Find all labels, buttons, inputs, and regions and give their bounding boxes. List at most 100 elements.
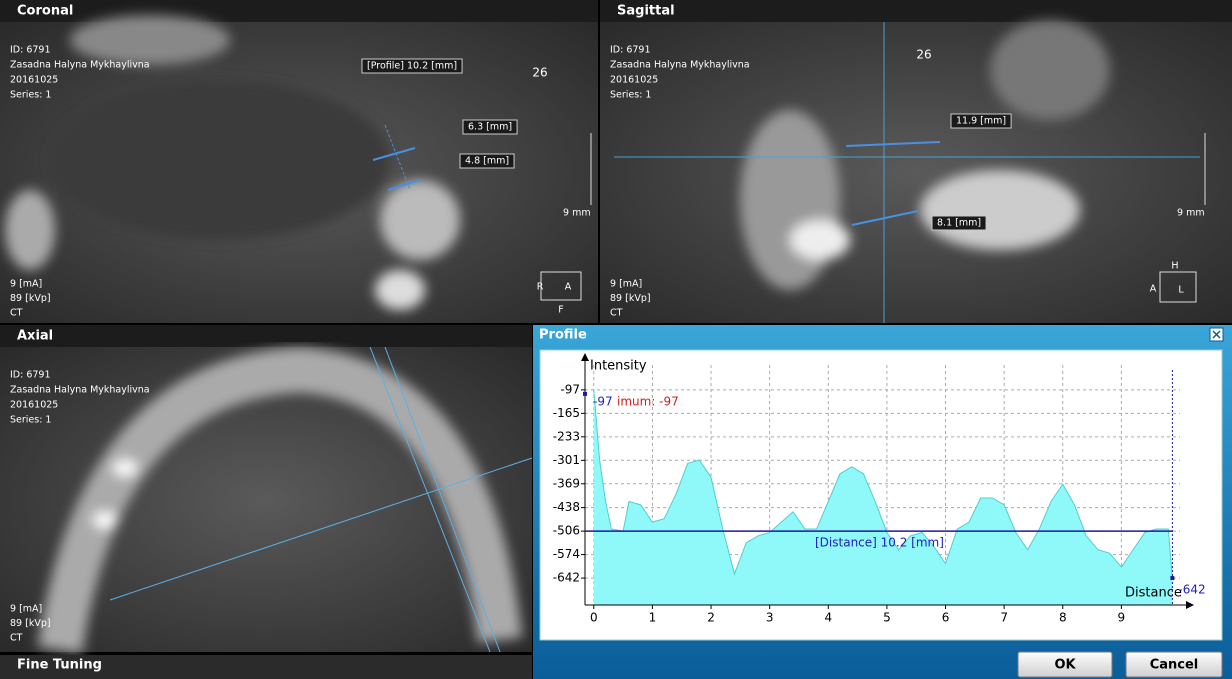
scan-param: 9 [mA]: [610, 279, 642, 290]
dialog-title: Profile: [539, 328, 587, 343]
crosshair: [384, 346, 501, 653]
slice-number: 26: [532, 66, 547, 80]
y-tick-label: -369: [553, 476, 580, 490]
anatomy: [5, 15, 460, 310]
anatomy: [740, 20, 1110, 290]
measurement-box: [931, 215, 987, 231]
patient-info: Series: 1: [610, 90, 651, 101]
scan-param: 9 [mA]: [10, 604, 42, 615]
orientation-cube: [1159, 271, 1197, 303]
scan-param: 89 [kVp]: [610, 293, 651, 304]
ct-image: [600, 22, 1232, 323]
profile-line: [593, 389, 1173, 579]
y-tick-label: -642: [553, 571, 580, 585]
close-icon: [1212, 330, 1221, 339]
view-title: Sagittal: [617, 4, 675, 19]
button-label: OK: [1054, 658, 1076, 673]
view-title: Coronal: [17, 4, 73, 19]
measure-line: [387, 179, 421, 191]
x-tick-label: 2: [707, 611, 715, 625]
y-tick-label: -97: [560, 382, 580, 396]
patient-info: ID: 6791: [10, 370, 51, 381]
patient-info: ID: 6791: [610, 45, 651, 56]
scale-label: 9 mm: [563, 208, 591, 219]
patient-info: Zasadna Halyna Mykhaylivna: [10, 60, 150, 71]
max-marker: [583, 391, 587, 396]
measurement-label: 6.3 [mm]: [468, 122, 512, 133]
patient-info: 20161025: [610, 75, 658, 86]
orientation-label: H: [1171, 261, 1178, 272]
measurement-box: [459, 153, 515, 169]
measurement-box: [462, 119, 518, 135]
y-tick-label: -233: [553, 429, 580, 443]
orientation-label: F: [558, 305, 563, 316]
profile-area: [593, 389, 1173, 605]
orientation-label: A: [1150, 284, 1157, 295]
scan-param: CT: [10, 633, 23, 644]
measure-line: [845, 141, 941, 147]
ok-button[interactable]: [1017, 651, 1113, 678]
patient-info: 20161025: [10, 400, 58, 411]
orientation-label: A: [565, 282, 572, 293]
anatomy: [37, 347, 523, 654]
x-tick-label: 4: [824, 611, 832, 625]
y-tick-label: -165: [553, 406, 580, 420]
orientation-cube: [540, 271, 582, 301]
fine-tuning-label: Fine Tuning: [17, 658, 102, 673]
button-label: Cancel: [1150, 658, 1199, 673]
x-tick-label: 9: [1118, 611, 1126, 625]
x-tick-label: 3: [766, 611, 774, 625]
x-axis-label: Distance: [1125, 586, 1182, 601]
fine-tuning-bar[interactable]: [0, 655, 532, 679]
min-label: -642: [1178, 583, 1205, 597]
measurement-label: 8.1 [mm]: [937, 218, 981, 229]
patient-info: ID: 6791: [10, 45, 51, 56]
scan-param: CT: [10, 308, 23, 319]
x-tick-label: 7: [1000, 611, 1008, 625]
y-axis-label: Intensity: [590, 359, 647, 374]
cancel-button[interactable]: [1125, 651, 1223, 678]
y-tick-label: -301: [553, 453, 580, 467]
scan-param: 89 [kVp]: [10, 293, 51, 304]
y-tick-label: -506: [553, 524, 580, 538]
patient-info: Zasadna Halyna Mykhaylivna: [610, 60, 750, 71]
y-tick-label: -574: [553, 547, 580, 561]
measurement-label: [Profile] 10.2 [mm]: [367, 61, 457, 72]
header: [0, 325, 532, 347]
header: [600, 0, 1232, 22]
measurement-box: [950, 113, 1012, 129]
scan-param: 89 [kVp]: [10, 618, 51, 629]
distance-label: [Distance] 10.2 [mm]: [815, 536, 944, 550]
scale-label: 9 mm: [1177, 208, 1205, 219]
measure-line: [851, 210, 919, 226]
view-title: Axial: [17, 329, 53, 344]
max-label: -97: [593, 394, 613, 408]
patient-info: Series: 1: [10, 90, 51, 101]
x-tick-label: 0: [590, 611, 598, 625]
x-tick-label: 8: [1059, 611, 1067, 625]
orientation-label: R: [537, 282, 544, 293]
measurement-label: 4.8 [mm]: [465, 156, 509, 167]
measurement-box: [361, 58, 463, 74]
min-marker: [1170, 576, 1175, 581]
scan-param: 9 [mA]: [10, 279, 42, 290]
slice-number: 26: [916, 48, 931, 62]
x-tick-label: 5: [883, 611, 891, 625]
orientation-label: L: [1178, 285, 1184, 296]
x-tick-label: 6: [942, 611, 950, 625]
patient-info: Series: 1: [10, 415, 51, 426]
x-tick-label: 1: [649, 611, 657, 625]
profile-line: [384, 124, 411, 191]
crosshair: [109, 457, 533, 601]
measurement-label: 11.9 [mm]: [956, 116, 1006, 127]
scan-param: CT: [610, 308, 623, 319]
measure-line: [372, 147, 416, 161]
patient-info: 20161025: [10, 75, 58, 86]
crosshair: [369, 346, 491, 653]
patient-info: Zasadna Halyna Mykhaylivna: [10, 385, 150, 396]
y-tick-label: -438: [553, 500, 580, 514]
header: [0, 0, 598, 22]
max-caption: imum: -97: [617, 394, 679, 408]
